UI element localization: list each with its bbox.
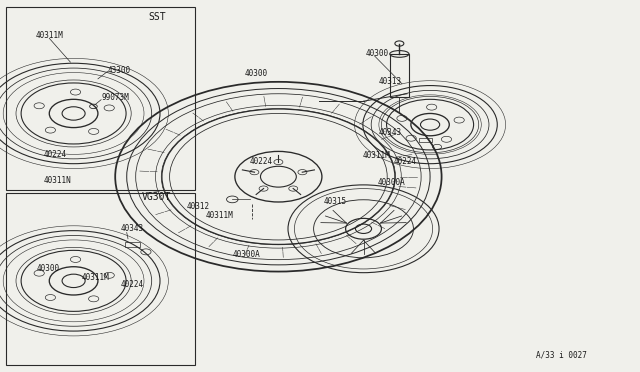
Bar xyxy=(390,54,409,97)
Text: 40311M: 40311M xyxy=(82,273,109,282)
Bar xyxy=(419,138,432,142)
Text: 99073M: 99073M xyxy=(101,93,129,102)
Text: 40313: 40313 xyxy=(379,77,402,86)
Bar xyxy=(6,7,195,190)
Text: 40224: 40224 xyxy=(394,157,417,166)
Text: 40315: 40315 xyxy=(323,197,346,206)
Text: 40300A: 40300A xyxy=(378,177,405,186)
Text: 40343: 40343 xyxy=(120,224,143,233)
Text: A/33 i 0027: A/33 i 0027 xyxy=(536,351,588,360)
Text: 40311N: 40311N xyxy=(44,176,71,185)
Text: 40311M: 40311M xyxy=(206,211,234,219)
Bar xyxy=(125,242,140,247)
Text: VG30T: VG30T xyxy=(142,192,172,202)
Text: 40300: 40300 xyxy=(244,69,268,78)
Text: 40311M: 40311M xyxy=(35,31,63,40)
Text: SST: SST xyxy=(148,12,166,22)
Text: 40224: 40224 xyxy=(44,150,67,159)
Bar xyxy=(6,193,195,365)
Text: 40224: 40224 xyxy=(250,157,273,166)
Text: 40312: 40312 xyxy=(187,202,210,211)
Text: 40300A: 40300A xyxy=(232,250,260,259)
Text: 40300: 40300 xyxy=(366,49,389,58)
Text: 40224: 40224 xyxy=(120,280,143,289)
Text: 43300: 43300 xyxy=(108,65,131,74)
Text: 40300: 40300 xyxy=(37,264,60,273)
Text: 40343: 40343 xyxy=(379,128,402,137)
Text: 40311M: 40311M xyxy=(363,151,390,160)
